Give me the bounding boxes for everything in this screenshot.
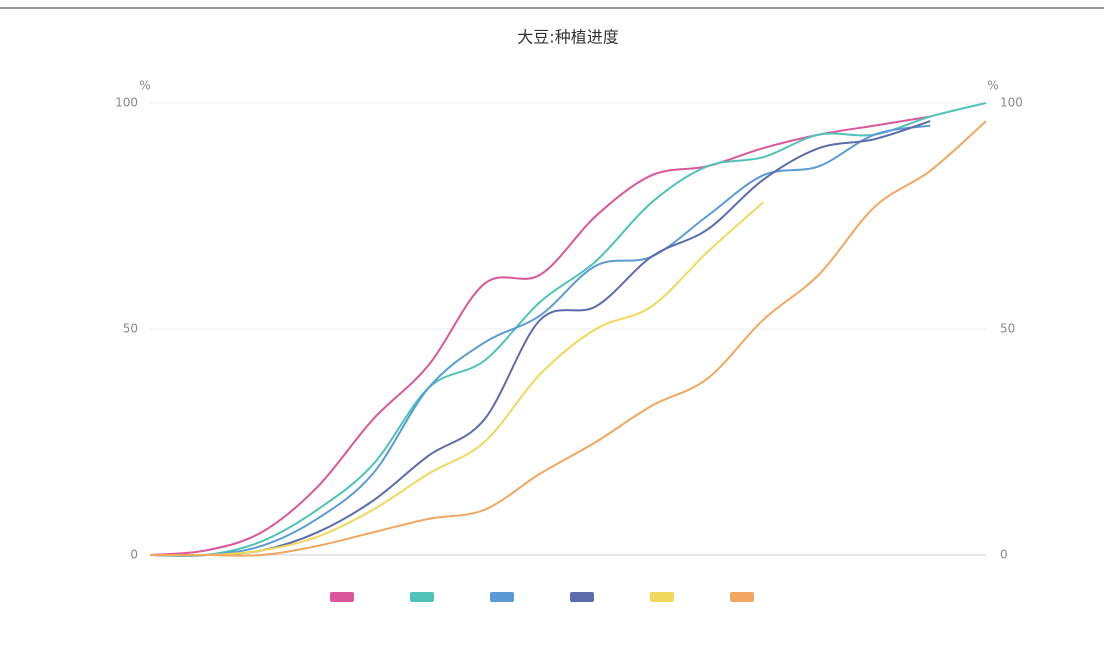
legend-swatch [330, 592, 354, 602]
series-line [150, 120, 987, 557]
legend-swatch [570, 592, 594, 602]
legend-swatch [650, 592, 674, 602]
chart-title: 大豆:种植进度 [517, 28, 618, 47]
legend-swatch [490, 592, 514, 602]
series-line [149, 115, 931, 556]
y2-tick-label: 100 [1000, 96, 1023, 110]
y2-unit: % [987, 79, 998, 93]
y-tick-label: 50 [123, 322, 138, 336]
legend-swatch [730, 592, 754, 602]
y-tick-label: 0 [130, 548, 138, 562]
y-unit: % [139, 79, 150, 93]
series-line [149, 120, 931, 557]
series-line [149, 201, 764, 557]
y-tick-label: 100 [115, 96, 138, 110]
series-line [149, 124, 931, 557]
series-line [149, 102, 987, 557]
y2-tick-label: 0 [1000, 548, 1008, 562]
y2-tick-label: 50 [1000, 322, 1015, 336]
legend-swatch [410, 592, 434, 602]
